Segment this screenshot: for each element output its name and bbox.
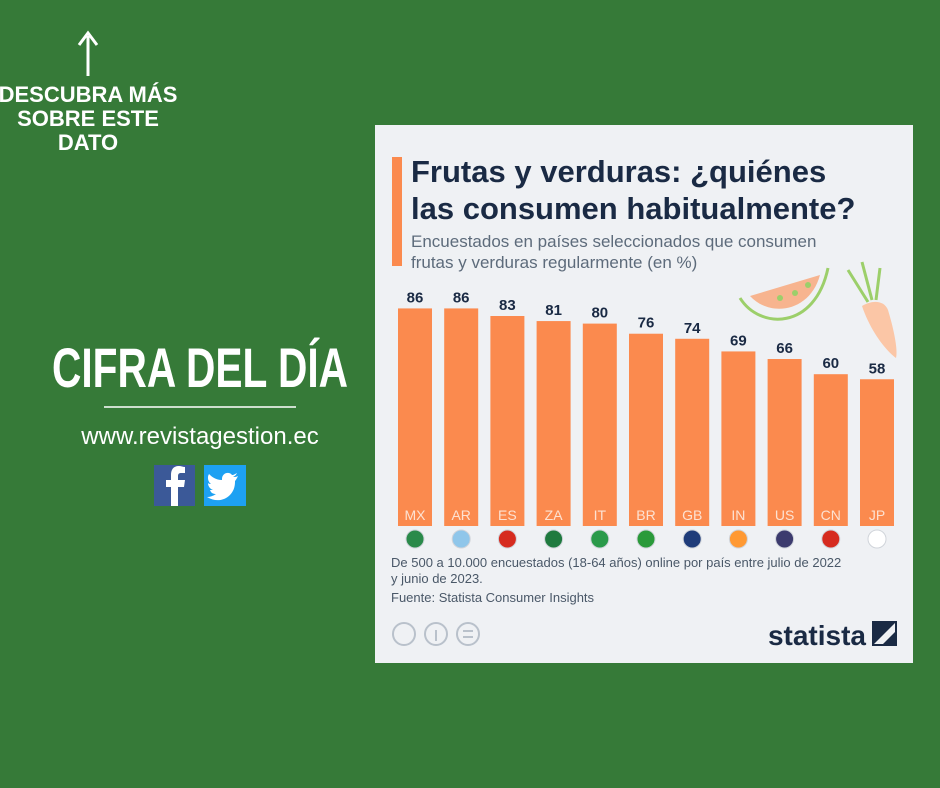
headline: CIFRA DEL DÍA [52, 336, 348, 399]
chart-title: las consumen habitualmente? [411, 191, 855, 226]
category-label: GB [682, 507, 702, 523]
value-label: 74 [684, 320, 701, 337]
flag-icon [497, 529, 517, 549]
value-label: 58 [869, 360, 886, 377]
category-label: IT [594, 507, 607, 523]
chart-note: De 500 a 10.000 encuestados (18-64 años)… [391, 555, 841, 570]
chart-note: y junio de 2023. [391, 571, 483, 586]
flag-icon [775, 529, 795, 549]
category-label: JP [869, 507, 885, 523]
value-label: 81 [545, 302, 562, 319]
chart-title: Frutas y verduras: ¿quiénes [411, 154, 826, 189]
bar [767, 359, 802, 526]
bar [536, 321, 571, 526]
category-label: CN [821, 507, 841, 523]
bar [582, 323, 617, 526]
flag-icon [728, 529, 748, 549]
flag-icon [636, 529, 656, 549]
flag-icon [405, 529, 425, 549]
license-icons [392, 622, 480, 646]
illustration [738, 261, 897, 358]
cta-text[interactable]: DATO [58, 130, 118, 155]
facebook-icon[interactable] [154, 465, 195, 506]
category-label: IN [731, 507, 745, 523]
category-label: AR [451, 507, 470, 523]
category-label: US [775, 507, 794, 523]
brand-name: statista [768, 620, 866, 651]
bar [444, 308, 479, 526]
value-label: 83 [499, 297, 516, 314]
website[interactable]: www.revistagestion.ec [80, 423, 318, 450]
value-label: 86 [407, 289, 424, 306]
value-label: 80 [591, 305, 608, 322]
flag-icon [451, 529, 471, 549]
flag-icon [590, 529, 610, 549]
flag-icon [544, 529, 564, 549]
accent-bar [392, 157, 402, 266]
category-label: MX [405, 507, 427, 523]
value-label: 69 [730, 332, 747, 349]
bar [675, 338, 710, 526]
category-label: ES [498, 507, 517, 523]
flag-icon [867, 529, 887, 549]
category-label: BR [636, 507, 655, 523]
chart-subtitle: Encuestados en países seleccionados que … [411, 232, 816, 251]
arrow-head [77, 30, 99, 46]
value-label: 76 [638, 315, 655, 332]
bar [398, 308, 432, 526]
chart-subtitle: frutas y verduras regularmente (en %) [411, 253, 697, 272]
bar [490, 316, 525, 526]
cta-text[interactable]: SOBRE ESTE [17, 106, 159, 131]
cta-text[interactable]: DESCUBRA MÁS [0, 82, 177, 107]
bar [860, 379, 894, 526]
value-label: 66 [776, 340, 793, 357]
category-label: ZA [545, 507, 564, 523]
chart-source: Fuente: Statista Consumer Insights [391, 590, 595, 605]
bar [721, 351, 756, 526]
flag-icon [821, 529, 841, 549]
bar [813, 374, 848, 526]
value-label: 60 [822, 355, 839, 372]
brand-mark-slash [874, 623, 895, 644]
flag-icon [682, 529, 702, 549]
twitter-icon[interactable] [204, 465, 246, 506]
value-label: 86 [453, 289, 470, 306]
bar [629, 333, 663, 526]
